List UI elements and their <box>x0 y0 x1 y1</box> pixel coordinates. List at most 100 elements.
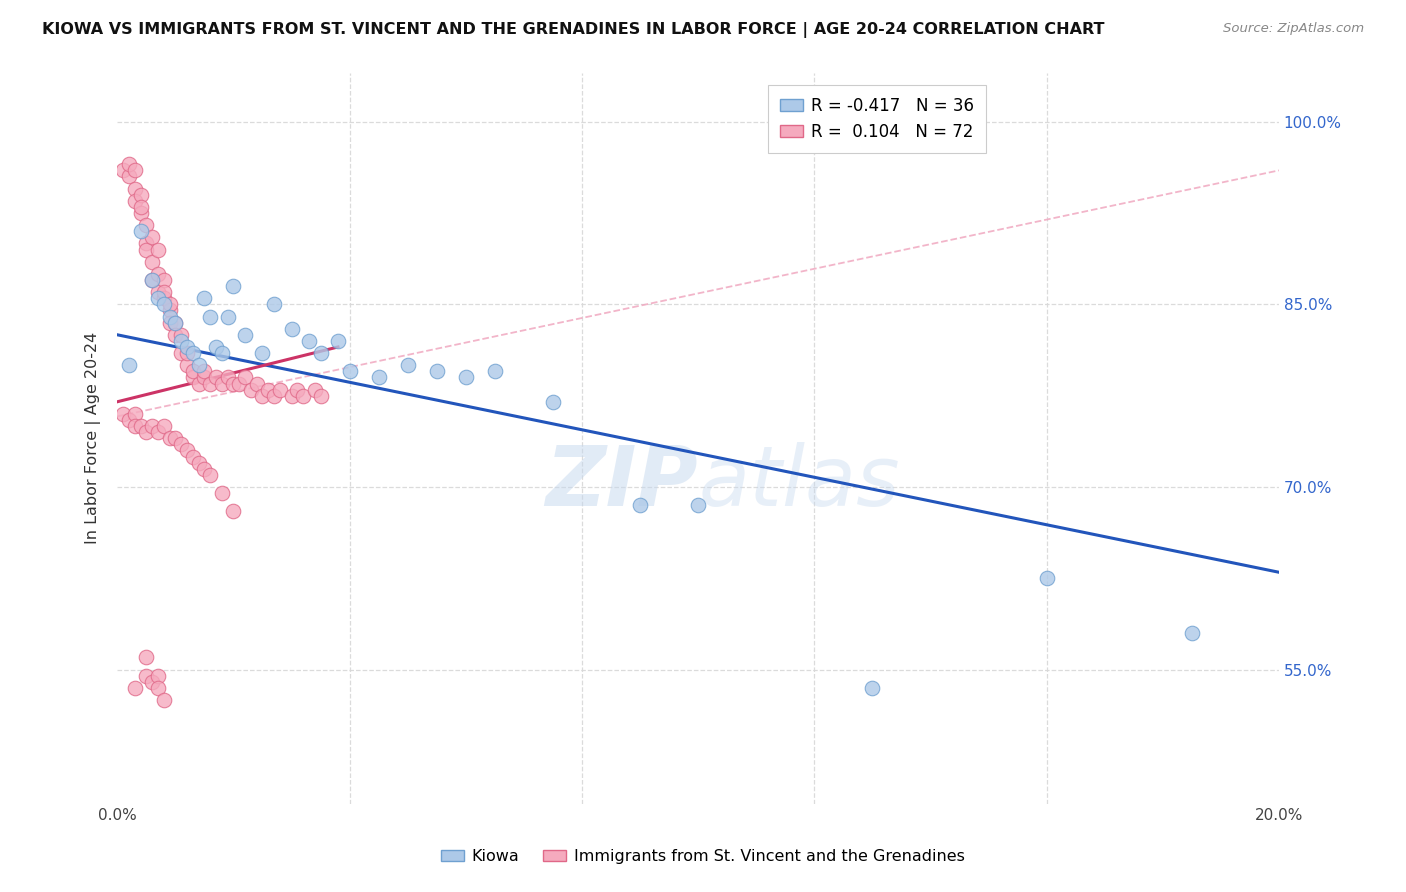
Point <box>285 383 308 397</box>
Point <box>217 310 239 324</box>
Point <box>187 456 209 470</box>
Point <box>141 254 163 268</box>
Point <box>176 358 198 372</box>
Point <box>141 419 163 434</box>
Point <box>135 650 157 665</box>
Point <box>124 194 146 208</box>
Point <box>326 334 349 348</box>
Point <box>246 376 269 391</box>
Point <box>141 674 163 689</box>
Point <box>129 200 152 214</box>
Text: atlas: atlas <box>699 442 900 523</box>
Point <box>200 467 222 482</box>
Legend: Kiowa, Immigrants from St. Vincent and the Grenadines: Kiowa, Immigrants from St. Vincent and t… <box>434 843 972 871</box>
Point <box>146 425 169 440</box>
Point <box>129 224 152 238</box>
Point <box>257 383 280 397</box>
Point <box>129 206 152 220</box>
Point <box>118 358 141 372</box>
Point <box>146 285 169 300</box>
Point <box>222 504 245 518</box>
Point <box>211 346 233 360</box>
Point <box>239 383 262 397</box>
Point <box>263 297 285 311</box>
Point <box>118 413 141 427</box>
Point <box>263 389 285 403</box>
Point <box>170 346 193 360</box>
Point <box>200 310 222 324</box>
Text: ZIP: ZIP <box>546 442 699 523</box>
Point <box>252 346 274 360</box>
Point <box>1181 626 1204 640</box>
Point <box>141 230 163 244</box>
Point <box>304 383 326 397</box>
Point <box>396 358 419 372</box>
Point <box>181 450 204 464</box>
Point <box>211 376 233 391</box>
Point <box>252 389 274 403</box>
Point <box>141 273 163 287</box>
Point <box>484 364 506 378</box>
Point <box>159 431 181 445</box>
Y-axis label: In Labor Force | Age 20-24: In Labor Force | Age 20-24 <box>86 332 101 544</box>
Point <box>688 498 710 512</box>
Point <box>159 297 181 311</box>
Text: KIOWA VS IMMIGRANTS FROM ST. VINCENT AND THE GRENADINES IN LABOR FORCE | AGE 20-: KIOWA VS IMMIGRANTS FROM ST. VINCENT AND… <box>42 22 1105 38</box>
Point <box>146 681 169 695</box>
Point <box>135 669 157 683</box>
Point <box>193 461 215 475</box>
Point <box>152 285 174 300</box>
Point <box>187 358 209 372</box>
Point <box>233 327 256 342</box>
Point <box>159 303 181 318</box>
Point <box>129 419 152 434</box>
Point <box>124 407 146 421</box>
Point <box>339 364 361 378</box>
Point <box>152 273 174 287</box>
Point <box>170 437 193 451</box>
Point <box>222 279 245 293</box>
Point <box>454 370 477 384</box>
Point <box>124 681 146 695</box>
Point <box>159 310 181 324</box>
Point <box>118 157 141 171</box>
Point <box>124 419 146 434</box>
Point <box>205 370 228 384</box>
Point <box>541 394 564 409</box>
Point <box>176 346 198 360</box>
Point <box>146 243 169 257</box>
Point <box>205 340 228 354</box>
Point <box>181 370 204 384</box>
Point <box>628 498 651 512</box>
Point <box>129 187 152 202</box>
Text: Source: ZipAtlas.com: Source: ZipAtlas.com <box>1223 22 1364 36</box>
Point <box>309 389 332 403</box>
Point <box>165 316 187 330</box>
Point <box>135 218 157 232</box>
Point <box>135 243 157 257</box>
Point <box>112 407 135 421</box>
Point <box>233 370 256 384</box>
Point <box>181 364 204 378</box>
Point <box>269 383 291 397</box>
Point <box>146 267 169 281</box>
Point <box>200 376 222 391</box>
Point <box>228 376 250 391</box>
Point <box>159 316 181 330</box>
Legend: R = -0.417   N = 36, R =  0.104   N = 72: R = -0.417 N = 36, R = 0.104 N = 72 <box>768 85 986 153</box>
Point <box>152 291 174 305</box>
Point <box>112 163 135 178</box>
Point <box>152 297 174 311</box>
Point <box>124 163 146 178</box>
Point <box>187 376 209 391</box>
Point <box>165 327 187 342</box>
Point <box>135 425 157 440</box>
Point <box>165 316 187 330</box>
Point <box>176 340 198 354</box>
Point <box>222 376 245 391</box>
Point <box>298 334 321 348</box>
Point <box>141 273 163 287</box>
Point <box>181 346 204 360</box>
Point <box>193 364 215 378</box>
Point <box>170 327 193 342</box>
